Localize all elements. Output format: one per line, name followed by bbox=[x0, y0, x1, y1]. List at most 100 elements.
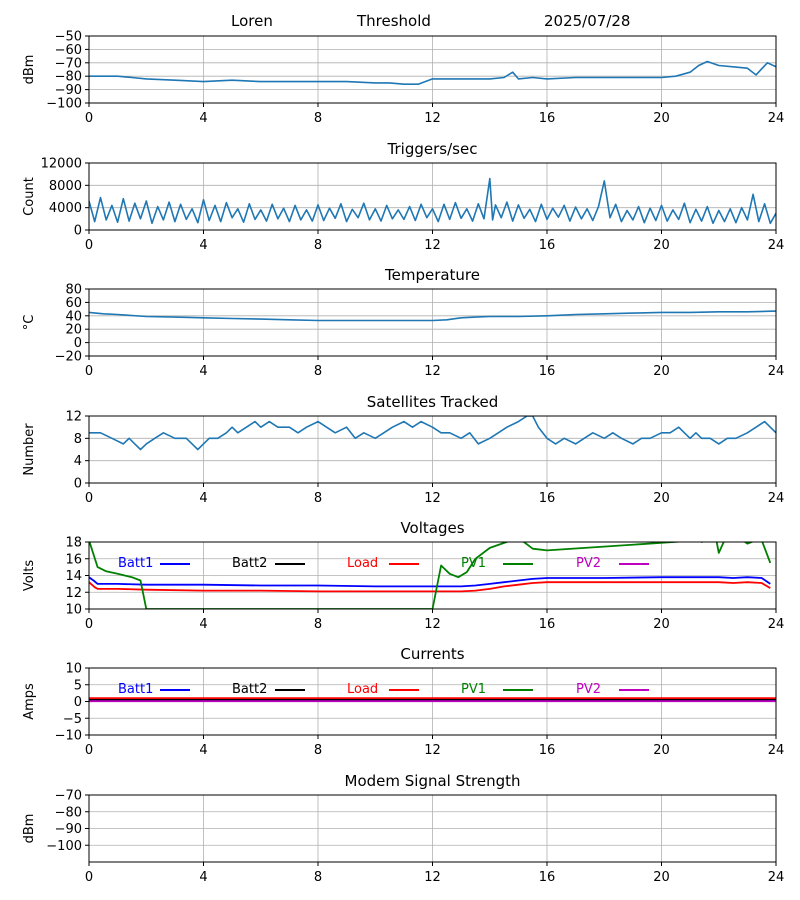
y-tick-label: 20 bbox=[65, 323, 82, 338]
x-tick-label: 20 bbox=[653, 238, 670, 253]
legend-label-pv1: PV1 bbox=[461, 556, 486, 571]
series-line-0 bbox=[89, 60, 776, 85]
legend-label-batt1: Batt1 bbox=[118, 556, 153, 571]
series-line-batt1 bbox=[89, 576, 771, 588]
x-tick-label: 8 bbox=[314, 111, 322, 126]
series-line-0 bbox=[89, 416, 776, 451]
y-tick-label: 12 bbox=[65, 410, 82, 425]
x-tick-label: 8 bbox=[314, 743, 322, 758]
chart-panel-5: Currents Batt1 Batt2 Load PV1 PV2 −10 −5 0 510 0 4 8… bbox=[22, 645, 784, 758]
x-tick-label: 4 bbox=[199, 617, 207, 632]
y-axis-label: °C bbox=[22, 315, 37, 331]
chart-title: Satellites Tracked bbox=[367, 393, 498, 411]
x-tick-label: 16 bbox=[539, 364, 556, 379]
y-tick-label: 5 bbox=[74, 678, 82, 693]
y-axis-label: dBm bbox=[22, 814, 37, 844]
x-tick-label: 24 bbox=[768, 238, 785, 253]
chart-panel-1: Triggers/sec 0 4000 8000 12000 0 4 8 12 16 20 24 Cou… bbox=[22, 140, 784, 253]
y-tick-label: 60 bbox=[65, 296, 82, 311]
x-tick-label: 12 bbox=[424, 870, 441, 885]
x-tick-label: 12 bbox=[424, 238, 441, 253]
series-line-0 bbox=[89, 177, 776, 225]
y-tick-label: 8000 bbox=[49, 179, 82, 194]
x-tick-label: 8 bbox=[314, 364, 322, 379]
chart-title: Modem Signal Strength bbox=[345, 772, 521, 790]
x-tick-label: 0 bbox=[85, 870, 93, 885]
x-tick-label: 4 bbox=[199, 870, 207, 885]
x-tick-label: 0 bbox=[85, 491, 93, 506]
x-tick-label: 8 bbox=[314, 617, 322, 632]
y-tick-label: −60 bbox=[55, 43, 82, 58]
report-date: 2025/07/28 bbox=[544, 12, 631, 30]
y-tick-label: −80 bbox=[55, 805, 82, 820]
station-name: Loren bbox=[231, 12, 273, 30]
legend-label-batt2: Batt2 bbox=[232, 682, 267, 697]
x-tick-label: 20 bbox=[653, 870, 670, 885]
x-tick-label: 24 bbox=[768, 743, 785, 758]
x-tick-label: 20 bbox=[653, 111, 670, 126]
chart-title: Currents bbox=[400, 645, 464, 663]
x-tick-label: 0 bbox=[85, 364, 93, 379]
y-tick-label: 10 bbox=[65, 662, 82, 677]
series-line-0 bbox=[89, 310, 776, 322]
y-tick-label: 4 bbox=[74, 454, 82, 469]
x-tick-label: 4 bbox=[199, 238, 207, 253]
x-tick-label: 4 bbox=[199, 364, 207, 379]
chart-title: Temperature bbox=[384, 266, 480, 284]
y-tick-label: −80 bbox=[55, 70, 82, 85]
x-tick-label: 4 bbox=[199, 491, 207, 506]
legend-label-batt2: Batt2 bbox=[232, 556, 267, 571]
y-tick-label: 12000 bbox=[41, 157, 82, 172]
x-tick-label: 24 bbox=[768, 870, 785, 885]
x-tick-label: 24 bbox=[768, 491, 785, 506]
series-line-pv1 bbox=[89, 542, 772, 609]
y-tick-label: 0 bbox=[74, 477, 82, 492]
y-tick-label: −90 bbox=[55, 83, 82, 98]
chart-title: Voltages bbox=[400, 519, 464, 537]
y-tick-label: −20 bbox=[55, 350, 82, 365]
y-tick-label: 80 bbox=[65, 283, 82, 298]
y-tick-label: −70 bbox=[55, 789, 82, 804]
x-tick-label: 24 bbox=[768, 111, 785, 126]
legend-label-pv1: PV1 bbox=[461, 682, 486, 697]
x-tick-label: 16 bbox=[539, 111, 556, 126]
x-tick-label: 16 bbox=[539, 491, 556, 506]
x-tick-label: 0 bbox=[85, 617, 93, 632]
x-tick-label: 0 bbox=[85, 111, 93, 126]
x-tick-label: 16 bbox=[539, 743, 556, 758]
x-tick-label: 8 bbox=[314, 491, 322, 506]
x-tick-label: 12 bbox=[424, 617, 441, 632]
x-tick-label: 12 bbox=[424, 743, 441, 758]
y-tick-label: 8 bbox=[74, 432, 82, 447]
legend-label-pv2: PV2 bbox=[576, 682, 601, 697]
y-tick-label: 16 bbox=[65, 552, 82, 567]
x-tick-label: 8 bbox=[314, 870, 322, 885]
x-tick-label: 4 bbox=[199, 743, 207, 758]
x-tick-label: 16 bbox=[539, 870, 556, 885]
chart-panel-0: −100−90−80−70−60−50 0 4 8 12 16 20 24 dBm bbox=[22, 30, 784, 127]
chart-panel-3: Satellites Tracked 0 4 8 12 0 4 8 12 16 20 24 Number bbox=[22, 393, 784, 506]
y-tick-label: −10 bbox=[55, 729, 82, 744]
y-tick-label: −70 bbox=[55, 56, 82, 71]
x-tick-label: 20 bbox=[653, 364, 670, 379]
y-tick-label: 18 bbox=[65, 536, 82, 551]
chart-panel-6: Modem Signal Strength −100 −90 −80−70 0 4 8 12 1… bbox=[22, 772, 784, 885]
x-tick-label: 12 bbox=[424, 111, 441, 126]
y-tick-label: 14 bbox=[65, 569, 82, 584]
x-tick-label: 20 bbox=[653, 491, 670, 506]
y-tick-label: 40 bbox=[65, 309, 82, 324]
chart-title: Triggers/sec bbox=[387, 140, 478, 158]
legend-label-batt1: Batt1 bbox=[118, 682, 153, 697]
y-tick-label: 12 bbox=[65, 586, 82, 601]
x-tick-label: 0 bbox=[85, 743, 93, 758]
x-tick-label: 20 bbox=[653, 617, 670, 632]
y-tick-label: 10 bbox=[65, 603, 82, 618]
page-header: Loren Threshold 2025/07/28 bbox=[0, 0, 800, 36]
trigger-mode: Threshold bbox=[357, 12, 431, 30]
x-tick-label: 20 bbox=[653, 743, 670, 758]
legend-label-load: Load bbox=[347, 556, 378, 571]
y-axis-label: Count bbox=[22, 177, 37, 216]
